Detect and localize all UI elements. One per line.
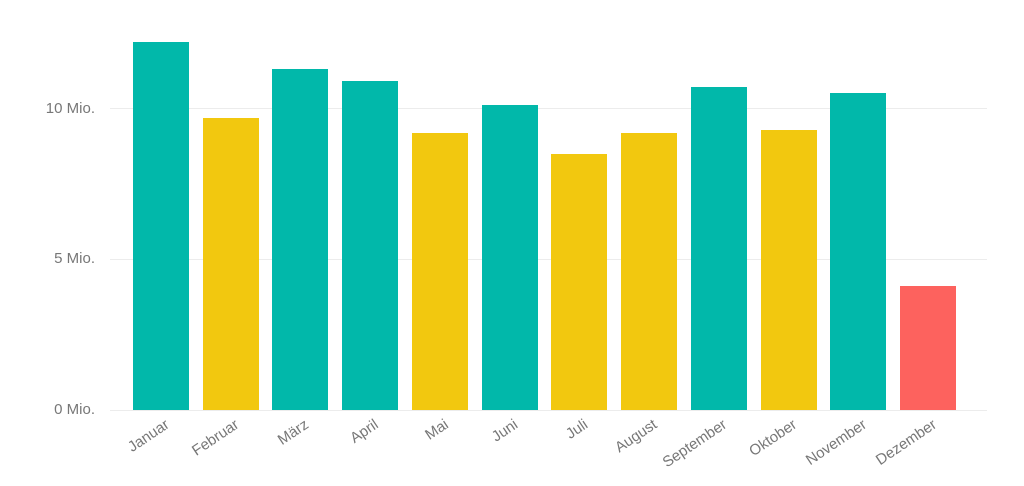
x-axis-label-august: August bbox=[612, 416, 661, 457]
bar-april[interactable] bbox=[342, 81, 399, 410]
bar-juli[interactable] bbox=[551, 153, 608, 410]
gridline-0 bbox=[110, 409, 987, 411]
bar-august[interactable] bbox=[621, 132, 678, 410]
gridline-10 bbox=[110, 108, 987, 109]
x-axis-label-april: April bbox=[347, 416, 382, 447]
bar-maerz[interactable] bbox=[272, 69, 329, 410]
y-axis-label-0: 0 Mio. bbox=[54, 401, 95, 418]
bar-juni[interactable] bbox=[481, 105, 538, 410]
x-axis-label-oktober: Oktober bbox=[746, 416, 801, 460]
bar-februar[interactable] bbox=[202, 117, 259, 410]
x-axis-label-mai: Mai bbox=[421, 416, 452, 444]
bar-mai[interactable] bbox=[411, 132, 468, 410]
x-axis-label-juli: Juli bbox=[562, 416, 591, 443]
x-axis-label-februar: Februar bbox=[189, 416, 243, 460]
gridline-5 bbox=[110, 258, 987, 260]
bar-januar[interactable] bbox=[133, 42, 189, 410]
x-axis-label-maerz: März bbox=[274, 416, 312, 449]
y-axis-label-10: 10 Mio. bbox=[45, 99, 95, 117]
x-axis-label-juni: Juni bbox=[488, 416, 522, 446]
bar-dezember[interactable] bbox=[900, 286, 957, 410]
x-axis-label-dezember: Dezember bbox=[872, 416, 940, 469]
x-axis-label-november: November bbox=[802, 416, 870, 469]
bar-oktober[interactable] bbox=[760, 129, 817, 410]
x-axis-label-januar: Januar bbox=[124, 416, 173, 456]
x-axis-label-september: September bbox=[660, 416, 731, 472]
bar-november[interactable] bbox=[830, 93, 887, 410]
y-axis-label-5: 5 Mio. bbox=[54, 250, 95, 268]
bar-september[interactable] bbox=[690, 87, 747, 410]
